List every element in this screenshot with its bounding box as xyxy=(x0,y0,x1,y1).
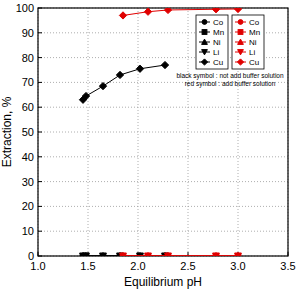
chart: 1.01.52.02.53.03.50102030405060708090100… xyxy=(0,0,300,296)
tick-label: 20 xyxy=(22,200,34,212)
legend-label: Li xyxy=(249,48,255,57)
legend-marker xyxy=(238,30,243,35)
data-point xyxy=(100,253,107,256)
data-point xyxy=(83,253,90,256)
data-point xyxy=(235,253,242,256)
tick-label: 3.0 xyxy=(230,260,245,272)
data-point xyxy=(165,253,172,256)
legend-label: Co xyxy=(213,18,224,27)
legend-marker xyxy=(202,30,207,35)
data-point xyxy=(213,253,219,256)
tick-label: 2.0 xyxy=(130,260,145,272)
tick-label: 100 xyxy=(16,2,34,14)
data-point xyxy=(213,253,219,256)
axis-label: Equilibrium pH xyxy=(124,275,202,289)
plot-data xyxy=(79,8,241,256)
legend-marker xyxy=(201,59,207,65)
series-line xyxy=(123,256,238,257)
data-point xyxy=(235,253,241,256)
tick-label: 10 xyxy=(22,225,34,237)
data-point xyxy=(136,65,143,72)
legend: CoMnNiLiCuCoMnNiLiCu xyxy=(196,15,264,69)
data-point xyxy=(165,253,172,256)
legend-marker xyxy=(238,50,244,55)
data-point xyxy=(234,8,241,13)
tick-label: 60 xyxy=(22,101,34,113)
data-point xyxy=(120,253,127,256)
legend-label: Co xyxy=(249,18,260,27)
annotation: red symbol : add buffer solution xyxy=(185,80,276,88)
data-point xyxy=(144,8,151,15)
tick-label: 90 xyxy=(22,27,34,39)
data-point xyxy=(100,253,106,256)
tick-label: 50 xyxy=(22,126,34,138)
data-point xyxy=(145,253,152,256)
series-line xyxy=(83,65,165,100)
grid-line xyxy=(38,181,288,182)
legend-marker xyxy=(238,20,243,25)
data-point xyxy=(165,253,171,256)
tick-label: 3.5 xyxy=(280,260,295,272)
tick-label: 2.5 xyxy=(180,260,195,272)
tick-label: 0 xyxy=(28,250,34,262)
grid-line xyxy=(38,231,288,232)
legend-box xyxy=(232,15,264,69)
legend-label: Cu xyxy=(213,58,223,67)
data-point xyxy=(100,253,107,256)
data-point xyxy=(120,253,126,256)
data-point xyxy=(145,253,152,256)
legend-marker xyxy=(202,50,208,55)
data-point xyxy=(165,253,171,256)
tick-label: 70 xyxy=(22,76,34,88)
tick-label: 40 xyxy=(22,151,34,163)
data-point xyxy=(100,253,106,256)
legend-marker xyxy=(202,20,207,25)
data-point xyxy=(83,253,89,256)
tick-label: 30 xyxy=(22,176,34,188)
legend-box xyxy=(196,15,228,69)
data-point xyxy=(83,253,89,256)
legend-label: Ni xyxy=(213,38,221,47)
data-point xyxy=(164,8,171,14)
plot-frame xyxy=(38,8,288,256)
data-point xyxy=(213,253,220,256)
tick-label: 1.5 xyxy=(80,260,95,272)
data-point xyxy=(145,253,151,256)
data-point xyxy=(83,253,90,256)
series-line xyxy=(123,9,238,15)
series-line xyxy=(123,256,238,257)
data-point xyxy=(235,253,242,256)
data-point xyxy=(116,71,123,78)
legend-marker xyxy=(202,39,208,44)
legend-label: Mn xyxy=(213,28,224,37)
series-line xyxy=(123,256,238,257)
legend-label: Li xyxy=(213,48,219,57)
data-point xyxy=(213,253,220,256)
legend-marker xyxy=(238,39,244,44)
data-point xyxy=(119,12,126,19)
grid-line xyxy=(88,8,89,256)
grid-line xyxy=(38,132,288,133)
tick xyxy=(188,252,189,256)
series-line xyxy=(123,256,238,257)
legend-label: Ni xyxy=(249,38,257,47)
data-point xyxy=(212,8,219,13)
data-point xyxy=(137,253,144,256)
data-point xyxy=(235,253,241,256)
data-point xyxy=(145,253,151,256)
legend-label: Mn xyxy=(249,28,260,37)
annotation: black symbol : not add buffer solution xyxy=(176,72,284,80)
data-point xyxy=(120,253,127,256)
legend-marker xyxy=(237,59,243,65)
tick-label: 80 xyxy=(22,52,34,64)
data-point xyxy=(161,61,168,68)
grid-line xyxy=(38,206,288,207)
legend-label: Cu xyxy=(249,58,259,67)
grid-line xyxy=(38,107,288,108)
grid-line xyxy=(38,156,288,157)
data-point xyxy=(82,92,89,99)
axis-label: Extraction, % xyxy=(0,96,14,167)
data-point xyxy=(120,253,126,256)
data-point xyxy=(99,82,106,89)
